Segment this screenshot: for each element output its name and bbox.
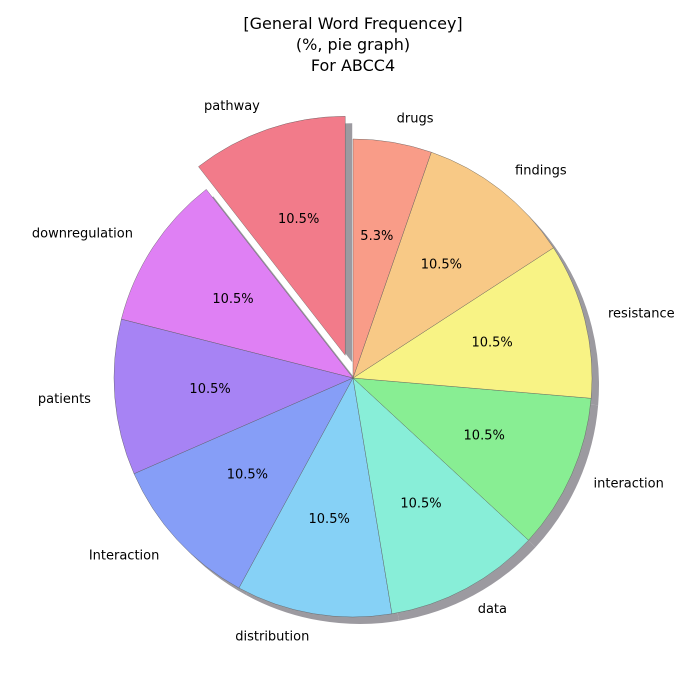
slice-label-resistance-7: resistance <box>608 307 675 322</box>
slice-percent-downregulation-1: 10.5% <box>212 292 253 307</box>
pie-slice-pathway-0 <box>198 116 346 356</box>
slice-label-patients-2: patients <box>38 392 91 407</box>
slice-label-data-5: data <box>478 602 507 617</box>
pie-slice-findings-8 <box>352 151 554 379</box>
slice-percent-findings-8: 10.5% <box>421 258 462 273</box>
slice-label-drugs-9: drugs <box>397 111 434 126</box>
slice-percent-drugs-9: 5.3% <box>360 229 393 244</box>
slice-label-findings-8: findings <box>515 163 567 178</box>
pie-slices <box>113 116 593 618</box>
chart-title: [General Word Frequencey] (%, pie graph)… <box>243 14 462 75</box>
pie-slice-patients-2 <box>113 318 354 475</box>
pie-slice-interaction-3 <box>133 377 354 589</box>
pie-slice-drugs-9 <box>352 138 432 379</box>
slice-label-distribution-4: distribution <box>235 630 309 645</box>
slice-label-interaction-3: Interaction <box>89 548 160 563</box>
pie-slice-distribution-4 <box>238 377 393 618</box>
slice-label-interaction-6: interaction <box>594 477 664 492</box>
pie-slice-resistance-7 <box>352 247 593 399</box>
slice-percent-distribution-4: 10.5% <box>309 512 350 527</box>
slice-label-downregulation-1: downregulation <box>32 227 133 242</box>
pie-labels: pathway 10.5% downregulation 10.5% patients 1… <box>32 99 675 645</box>
slice-percent-interaction-3: 10.5% <box>227 467 268 482</box>
pie-slice-downregulation-1 <box>121 189 354 379</box>
slice-percent-data-5: 10.5% <box>400 497 441 512</box>
slice-percent-resistance-7: 10.5% <box>471 336 512 351</box>
chart-title-line-1: [General Word Frequencey] <box>243 14 462 33</box>
chart-title-line-2: (%, pie graph) <box>296 35 410 54</box>
slice-percent-interaction-6: 10.5% <box>464 428 505 443</box>
pie-slice-data-5 <box>352 377 529 615</box>
chart-title-line-3: For ABCC4 <box>311 56 395 75</box>
slice-percent-pathway-0: 10.5% <box>278 212 319 227</box>
slice-percent-patients-2: 10.5% <box>189 382 230 397</box>
slice-label-pathway-0: pathway <box>204 99 260 114</box>
pie-slice-interaction-6 <box>352 377 592 541</box>
